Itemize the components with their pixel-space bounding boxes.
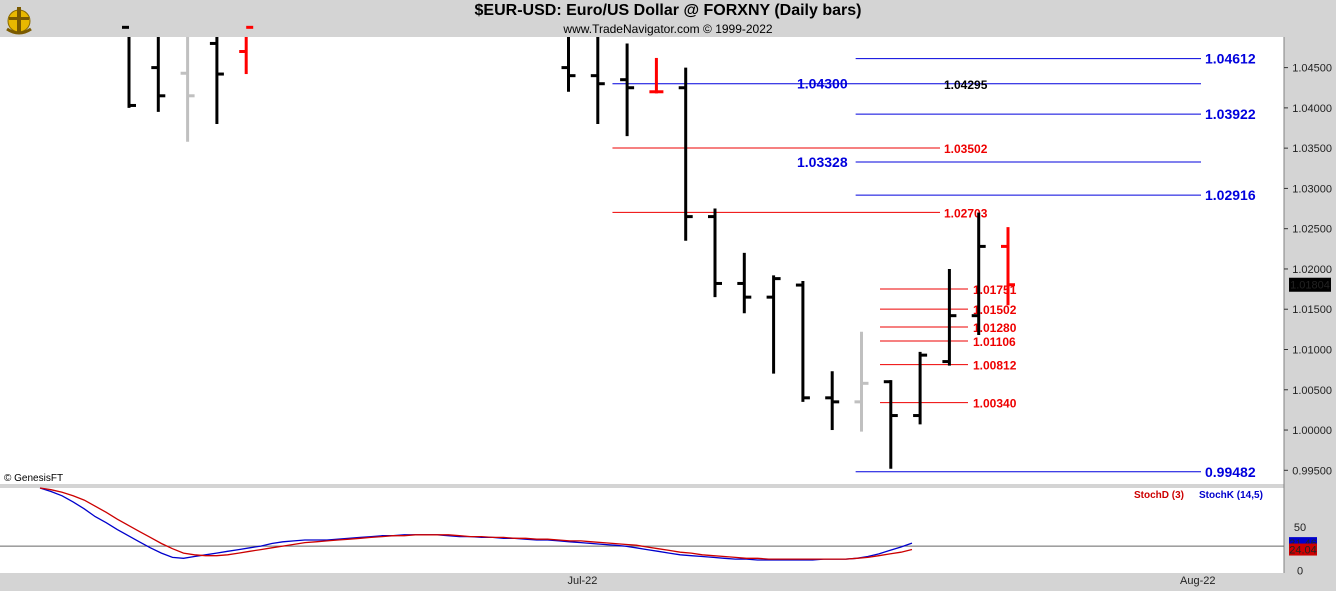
stoch-tick-label: 50 xyxy=(1294,522,1306,534)
level-label: 1.04295 xyxy=(944,78,988,92)
level-label: 1.01280 xyxy=(973,321,1017,335)
level-label: 1.03922 xyxy=(1205,106,1256,122)
last-price-box xyxy=(1289,277,1331,292)
level-label: 1.01106 xyxy=(973,335,1016,349)
price-tick-label: 1.03500 xyxy=(1292,143,1332,155)
level-label: 1.03328 xyxy=(797,154,848,170)
level-label: 1.03502 xyxy=(944,142,988,156)
price-tick-label: 1.04000 xyxy=(1292,103,1332,115)
price-tick-label: 1.01000 xyxy=(1292,344,1332,356)
copyright-text: © GenesisFT xyxy=(4,473,63,484)
stoch-tick-label: 0 xyxy=(1297,565,1303,577)
price-tick-label: 1.04500 xyxy=(1292,63,1332,75)
stoch-d-value: 24.04 xyxy=(1289,545,1317,557)
price-tick-label: 1.02500 xyxy=(1292,224,1332,236)
price-tick-label: 1.02000 xyxy=(1292,264,1332,276)
level-label: 0.99482 xyxy=(1205,464,1256,480)
price-panel xyxy=(0,37,1284,484)
level-label: 1.01751 xyxy=(973,283,1017,297)
price-tick-label: 1.00000 xyxy=(1292,425,1332,437)
price-tick-label: 1.03000 xyxy=(1292,183,1332,195)
price-tick-label: 1.01500 xyxy=(1292,304,1332,316)
stoch-d-line xyxy=(39,487,913,560)
trade-navigator-logo xyxy=(3,3,35,35)
level-label: 1.00812 xyxy=(973,359,1017,373)
level-label: 1.02916 xyxy=(1205,187,1256,203)
level-label: 1.00340 xyxy=(973,397,1017,411)
price-tick-label: 0.99500 xyxy=(1292,465,1332,477)
x-tick-label: Aug-22 xyxy=(1180,575,1215,587)
stoch-d-legend: StochD (3) xyxy=(1134,490,1184,501)
level-label: 1.02703 xyxy=(944,206,988,220)
last-price-label: 1.01804 xyxy=(1290,280,1330,292)
stoch-d-badge xyxy=(1289,543,1317,556)
chart-title: $EUR-USD: Euro/US Dollar @ FORXNY (Daily… xyxy=(474,2,862,19)
price-tick-label: 1.00500 xyxy=(1292,385,1332,397)
chart-subtitle: www.TradeNavigator.com © 1999-2022 xyxy=(563,22,773,36)
stoch-k-legend: StochK (14,5) xyxy=(1199,490,1263,501)
level-label: 1.01502 xyxy=(973,303,1017,317)
x-tick-label: Jul-22 xyxy=(567,575,597,587)
stoch-panel xyxy=(0,488,1284,573)
level-label: 1.04300 xyxy=(797,76,848,92)
level-label: 1.04612 xyxy=(1205,51,1256,67)
